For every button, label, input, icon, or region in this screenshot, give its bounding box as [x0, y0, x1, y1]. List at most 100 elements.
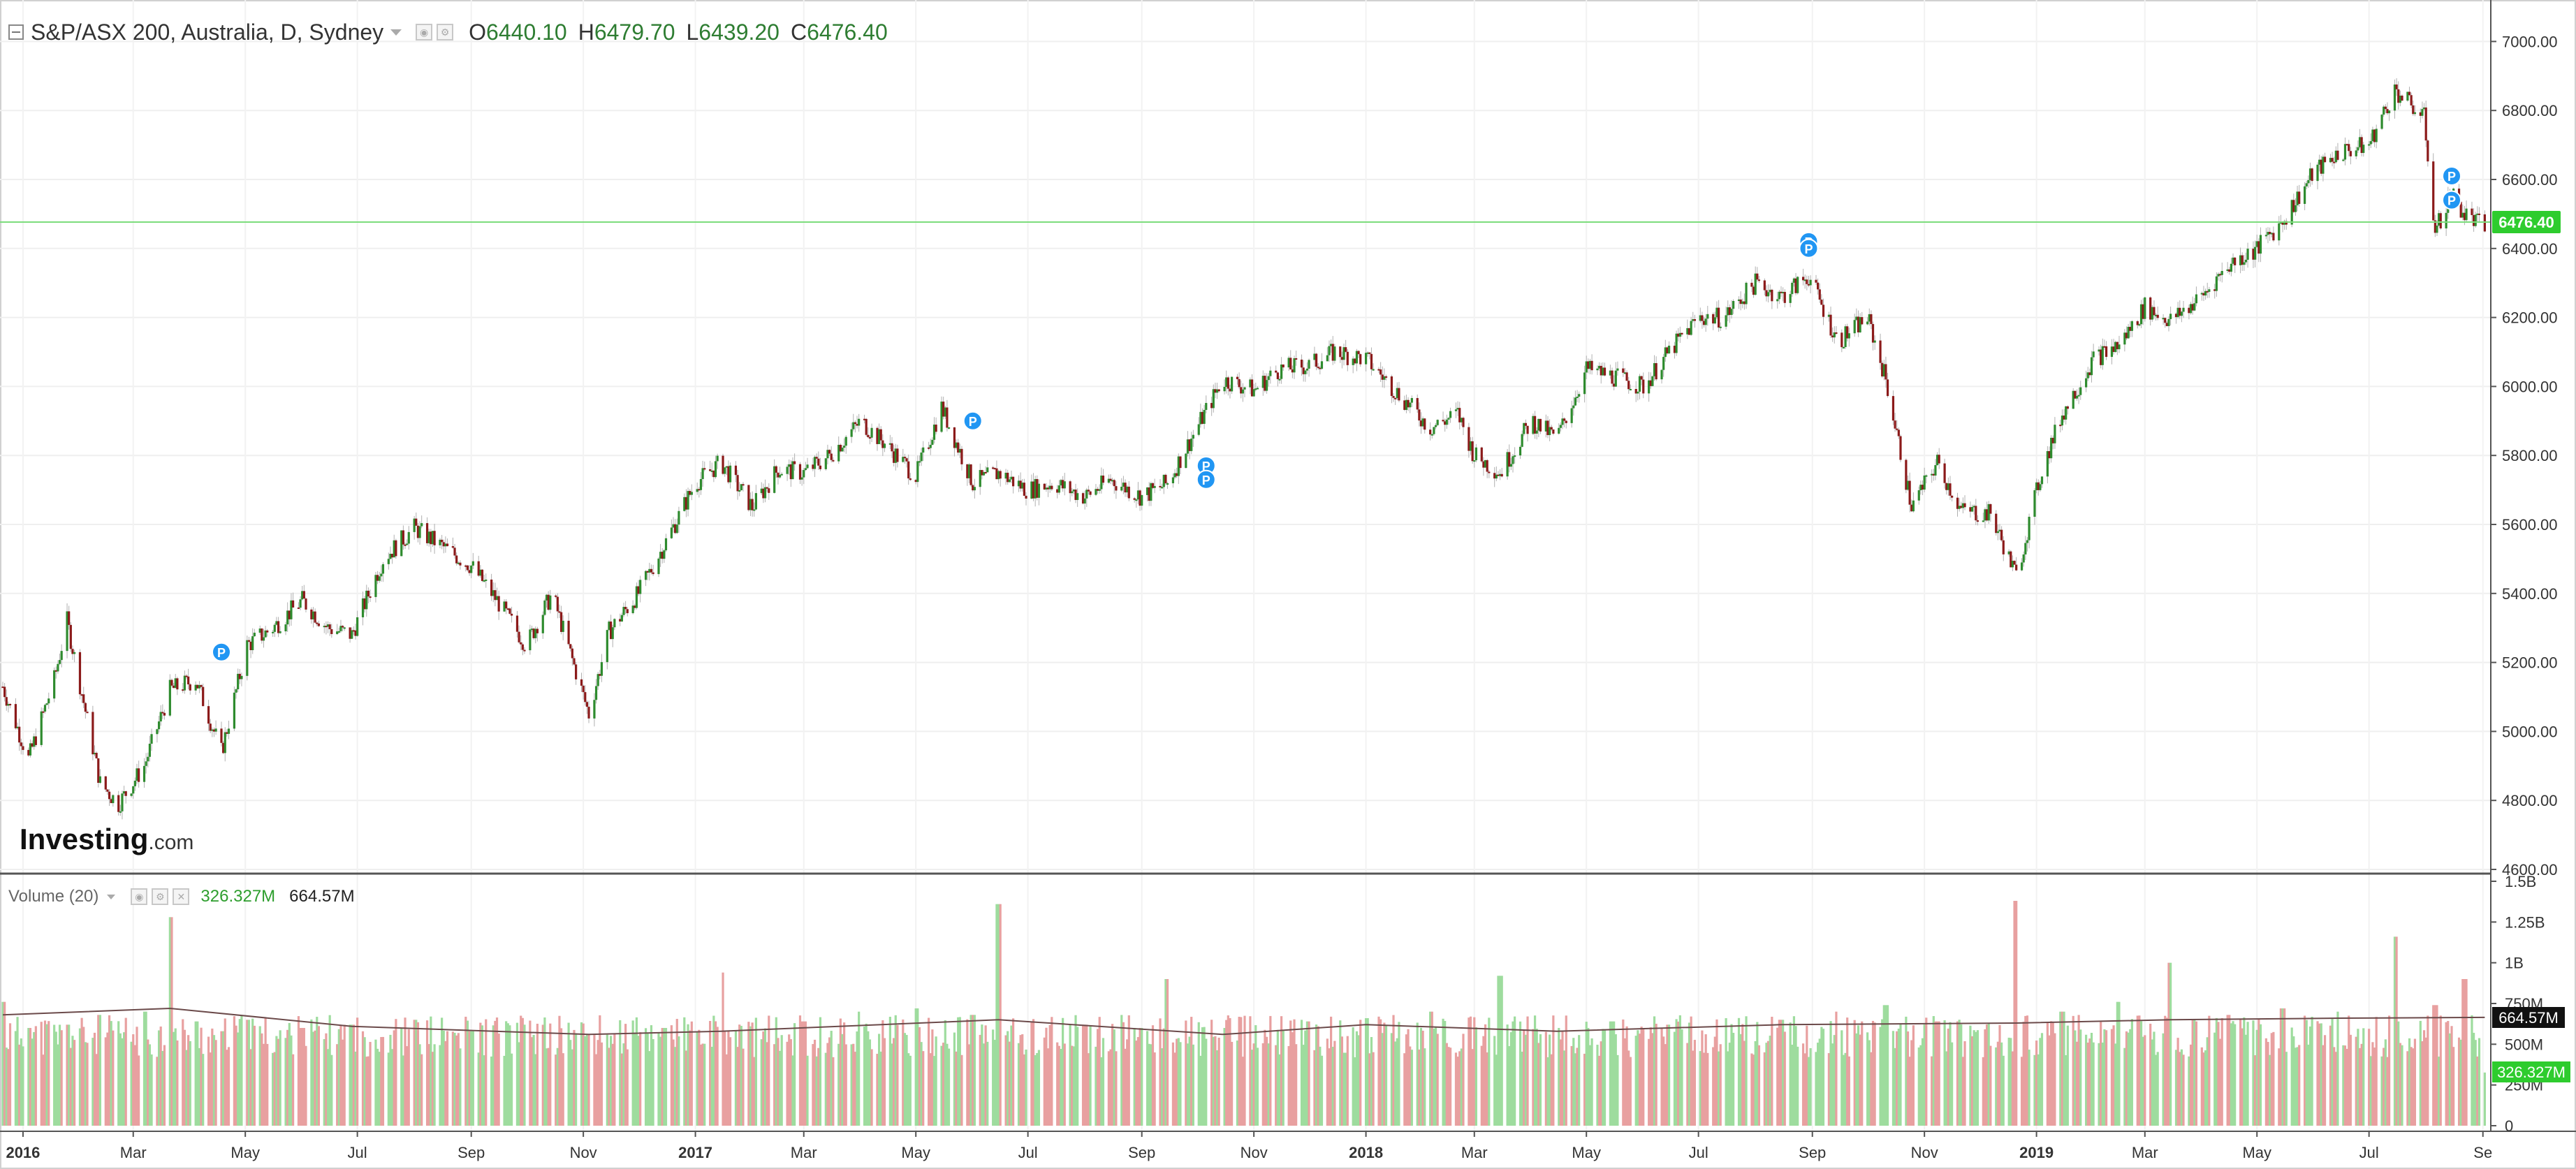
volume-bar — [124, 1017, 127, 1126]
candle-body — [1346, 351, 1349, 365]
p-marker[interactable]: P — [963, 411, 983, 431]
volume-bar — [2348, 1015, 2350, 1126]
volume-bar — [142, 1011, 146, 1126]
volume-bar — [1792, 1016, 1796, 1126]
candle-body — [2234, 257, 2237, 265]
candle-body — [1430, 434, 1433, 436]
volume-bar — [1025, 1049, 1027, 1126]
volume-bar — [389, 1034, 392, 1126]
eye-icon[interactable]: ◉ — [131, 888, 148, 905]
candle-body — [1730, 309, 1733, 315]
candle-body — [2020, 562, 2024, 571]
p-marker[interactable]: P — [211, 642, 231, 662]
volume-bar — [1576, 1047, 1579, 1126]
volume-bar — [1223, 1028, 1226, 1126]
volume-bar — [1034, 1054, 1037, 1126]
candle-body — [1135, 499, 1138, 501]
p-marker[interactable]: P — [2442, 190, 2462, 210]
candle-body — [2037, 482, 2040, 490]
candle-body — [2112, 346, 2115, 353]
volume-bar — [2033, 1054, 2036, 1126]
volume-bar — [555, 1054, 557, 1126]
volume-bar — [316, 1017, 319, 1126]
candle-body — [1732, 301, 1735, 309]
candle-body — [336, 631, 339, 634]
volume-bar — [93, 1032, 96, 1126]
chevron-down-icon[interactable] — [107, 894, 116, 899]
volume-bar — [2075, 1041, 2079, 1126]
eye-icon[interactable]: ◉ — [416, 24, 433, 41]
candle-body — [1546, 420, 1549, 436]
candle-body — [2279, 222, 2283, 224]
settings-icon[interactable]: ⚙ — [437, 24, 454, 41]
candle-body — [1537, 418, 1540, 431]
volume-bar — [678, 1036, 680, 1126]
candle-body — [1434, 425, 1437, 427]
chevron-down-icon[interactable] — [390, 29, 402, 36]
candle-body — [1398, 388, 1400, 401]
candle-body — [1330, 344, 1333, 346]
settings-icon[interactable]: ⚙ — [152, 888, 169, 905]
volume-bar — [1280, 1016, 1283, 1126]
close-icon[interactable]: ✕ — [173, 888, 190, 905]
volume-bar — [2174, 1050, 2178, 1126]
volume-bar — [894, 1015, 897, 1126]
candle-body — [1868, 314, 1871, 322]
volume-bar — [2476, 1056, 2479, 1126]
candle-body — [1407, 399, 1410, 408]
candle-body — [613, 619, 616, 628]
volume-bar — [2264, 1038, 2267, 1126]
candle-body — [1355, 351, 1359, 364]
volume-bar — [2305, 1020, 2308, 1126]
candle-body — [1405, 399, 1408, 410]
candle-body — [57, 663, 59, 672]
volume-title[interactable]: Volume (20) — [8, 887, 99, 906]
p-marker[interactable]: P — [2442, 166, 2462, 186]
volume-bar — [2457, 1037, 2461, 1126]
volume-bar — [330, 1054, 333, 1126]
candle-body — [841, 448, 844, 452]
volume-bar — [1462, 1034, 1465, 1126]
candle-body — [1087, 490, 1090, 492]
volume-bar — [1241, 1057, 1244, 1126]
p-marker-circle — [1799, 238, 1819, 258]
candle-body — [1699, 315, 1702, 321]
candle-body — [1159, 485, 1162, 487]
candle-body — [1030, 481, 1033, 499]
candle-body — [1585, 361, 1588, 373]
candle-body — [136, 768, 138, 781]
volume-bar — [1339, 1020, 1342, 1126]
candle-body — [1081, 493, 1085, 504]
volume-bar — [1456, 1057, 1459, 1126]
volume-bar — [138, 1055, 140, 1126]
price-axis-ticks[interactable]: 7000.006800.006600.006400.006200.006000.… — [2491, 33, 2558, 878]
candle-body — [749, 499, 752, 510]
volume-bar — [547, 1047, 550, 1126]
time-axis-ticks[interactable]: 2016 Mar May Jul Sep Nov 2017 Mar May Jul Sep Nov 20… — [6, 1131, 2492, 1161]
volume-bar — [290, 1035, 293, 1126]
candle-body — [606, 630, 608, 663]
candle-body — [773, 466, 776, 493]
candle-body — [1717, 307, 1720, 328]
volume-bar — [973, 1015, 976, 1126]
price-tick-label: 6000.00 — [2502, 378, 2558, 395]
symbol-title[interactable]: S&P/ASX 200, Australia, D, Sydney — [31, 19, 384, 45]
collapse-icon[interactable] — [8, 24, 24, 40]
candle-body — [953, 427, 956, 448]
volume-bar — [742, 1048, 745, 1126]
volume-bar — [112, 1030, 115, 1126]
candle-body — [1803, 279, 1806, 281]
volume-bar — [1269, 1015, 1272, 1126]
p-marker[interactable]: P — [1196, 469, 1216, 490]
volume-legend: Volume (20) ◉ ⚙ ✕ 326.327M 664.57M — [8, 883, 355, 911]
p-marker[interactable]: P — [1799, 238, 1819, 258]
volume-bar — [1815, 1052, 1817, 1126]
p-marker[interactable]: P — [1196, 456, 1216, 476]
event-markers[interactable]: PPPPPPPP — [211, 166, 2462, 662]
candle-body — [2046, 450, 2049, 477]
volume-bar — [27, 1028, 30, 1126]
time-tick-label: May — [901, 1144, 930, 1161]
candle-body — [1917, 490, 1920, 501]
